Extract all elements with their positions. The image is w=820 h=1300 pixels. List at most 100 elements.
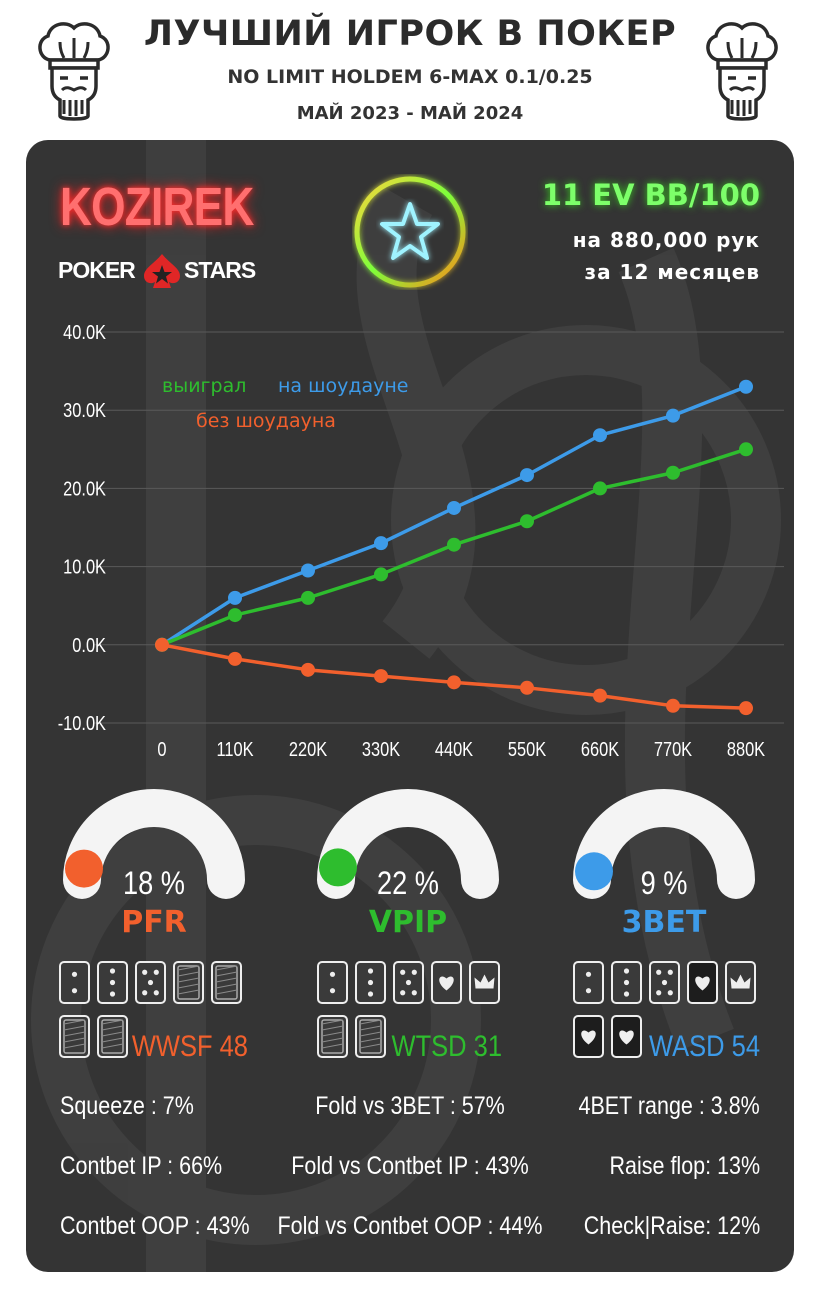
card-group-1: WTSD 31: [317, 961, 502, 1062]
gauge-pfr: 18 %PFR: [63, 789, 245, 940]
y-tick-label: 10.0K: [63, 555, 106, 578]
stat-fold-vs-contbet-ip: Fold vs Contbet IP : 43%: [291, 1152, 529, 1180]
gauge-value: 9 %: [641, 866, 688, 902]
data-point: [228, 651, 242, 666]
card-group-stat: WTSD 31: [392, 1029, 502, 1062]
stat-fold-vs-3bet: Fold vs 3BET : 57%: [315, 1092, 505, 1120]
card-back-icon: [211, 961, 242, 1004]
card-back-icon: [173, 961, 204, 1004]
gauge-track: [63, 789, 245, 899]
legend-nonshowdown: без шоудауна: [196, 410, 336, 432]
pokerstars-logo: POKER STARS: [58, 254, 257, 288]
gauge-indicator: [65, 849, 103, 888]
card-group-stat: WASD 54: [649, 1029, 760, 1062]
card-icon: [317, 961, 348, 1004]
data-point: [520, 514, 534, 529]
star-icon: [380, 202, 440, 260]
card-icon: [355, 961, 386, 1004]
y-tick-label: -10.0K: [58, 711, 106, 734]
data-point: [447, 500, 461, 515]
legend-showdown: на шоудауне: [278, 375, 409, 397]
page-subtitle: NO LIMIT HOLDEM 6-MAX 0.1/0.25: [227, 66, 593, 88]
data-point: [666, 408, 680, 423]
data-point: [593, 428, 607, 443]
spade-icon: [144, 254, 180, 288]
stat-check-raise: Check|Raise: 12%: [583, 1212, 760, 1240]
gauge-indicator: [319, 848, 357, 887]
stat-fold-vs-contbet-oop: Fold vs Contbet OOP : 44%: [277, 1212, 543, 1240]
data-point: [374, 536, 388, 551]
card-group-stat: WWSF 48: [132, 1029, 248, 1062]
card-icon: [97, 961, 128, 1004]
card-back-icon: [317, 1015, 348, 1058]
hands-label: на 880,000 рук: [572, 228, 760, 252]
card-icon: [725, 961, 756, 1004]
data-point: [447, 537, 461, 552]
gauge-label: PFR: [121, 905, 187, 940]
card-icon: [573, 961, 604, 1004]
stat-4bet-range: 4BET range : 3.8%: [578, 1092, 760, 1120]
card-icon: [135, 961, 166, 1004]
page-header: ЛУЧШИЙ ИГРОК В ПОКЕР NO LIMIT HOLDEM 6-M…: [0, 0, 820, 140]
card-group-2: WASD 54: [573, 961, 760, 1062]
chef-icon: [704, 20, 780, 124]
data-point: [666, 465, 680, 480]
data-point: [301, 590, 315, 605]
card-icon: [573, 1015, 604, 1058]
data-point: [301, 563, 315, 578]
series-1: [155, 442, 753, 652]
stat-squeeze: Squeeze : 7%: [60, 1092, 194, 1120]
card-icon: [687, 961, 718, 1004]
x-tick-label: 660K: [581, 737, 619, 760]
x-tick-label: 770K: [654, 737, 692, 760]
y-tick-label: 0.0K: [72, 633, 106, 656]
gauge-value: 22 %: [377, 866, 439, 902]
series-2: [155, 637, 753, 716]
stats-panel: KOZIREK POKER STARS 11 EV BB/100 на 880,…: [26, 140, 794, 1272]
chef-icon: [36, 20, 112, 124]
card-back-icon: [97, 1015, 128, 1058]
gauge-vpip: 22 %VPIP: [317, 789, 499, 940]
y-tick-label: 20.0K: [63, 477, 106, 500]
data-point: [374, 567, 388, 582]
y-tick-label: 40.0K: [63, 320, 106, 343]
logo-text-left: POKER: [58, 257, 136, 283]
card-icon: [393, 961, 424, 1004]
page-title: ЛУЧШИЙ ИГРОК В ПОКЕР: [143, 14, 677, 54]
stat-contbet-oop: Contbet OOP : 43%: [60, 1212, 250, 1240]
y-tick-label: 30.0K: [63, 399, 106, 422]
x-tick-label: 220K: [289, 737, 327, 760]
data-point: [739, 701, 753, 716]
card-icon: [611, 1015, 642, 1058]
data-point: [301, 662, 315, 677]
data-point: [228, 608, 242, 623]
data-point: [447, 675, 461, 690]
gauge-track: [317, 789, 499, 899]
gauge-3bet: 9 %3BET: [573, 789, 755, 940]
card-group-0: WWSF 48: [59, 961, 248, 1062]
x-tick-label: 110K: [216, 737, 253, 760]
x-tick-label: 440K: [435, 737, 473, 760]
gauge-label: 3BET: [622, 905, 707, 940]
legend-won: выиграл: [162, 375, 246, 397]
data-point: [593, 688, 607, 703]
player-name: KOZIREK: [60, 177, 254, 237]
gauge-track: [573, 789, 755, 899]
card-icon: [611, 961, 642, 1004]
data-point: [374, 669, 388, 684]
gauge-value: 18 %: [123, 866, 185, 902]
stat-contbet-ip: Contbet IP : 66%: [60, 1152, 223, 1180]
card-back-icon: [59, 1015, 90, 1058]
data-point: [155, 637, 169, 652]
months-label: за 12 месяцев: [584, 260, 760, 284]
card-icon: [649, 961, 680, 1004]
background-pattern: [31, 140, 781, 1272]
card-back-icon: [355, 1015, 386, 1058]
x-tick-label: 330K: [362, 737, 400, 760]
winnings-chart: 40.0K 30.0K 20.0K 10.0K 0.0K -10.0K 0 110K 220K 3…: [58, 320, 784, 760]
x-tick-label: 0: [157, 737, 166, 760]
winrate-label: 11 EV BB/100: [541, 178, 760, 212]
data-point: [520, 468, 534, 483]
x-tick-label: 880K: [727, 737, 765, 760]
data-point: [520, 680, 534, 695]
